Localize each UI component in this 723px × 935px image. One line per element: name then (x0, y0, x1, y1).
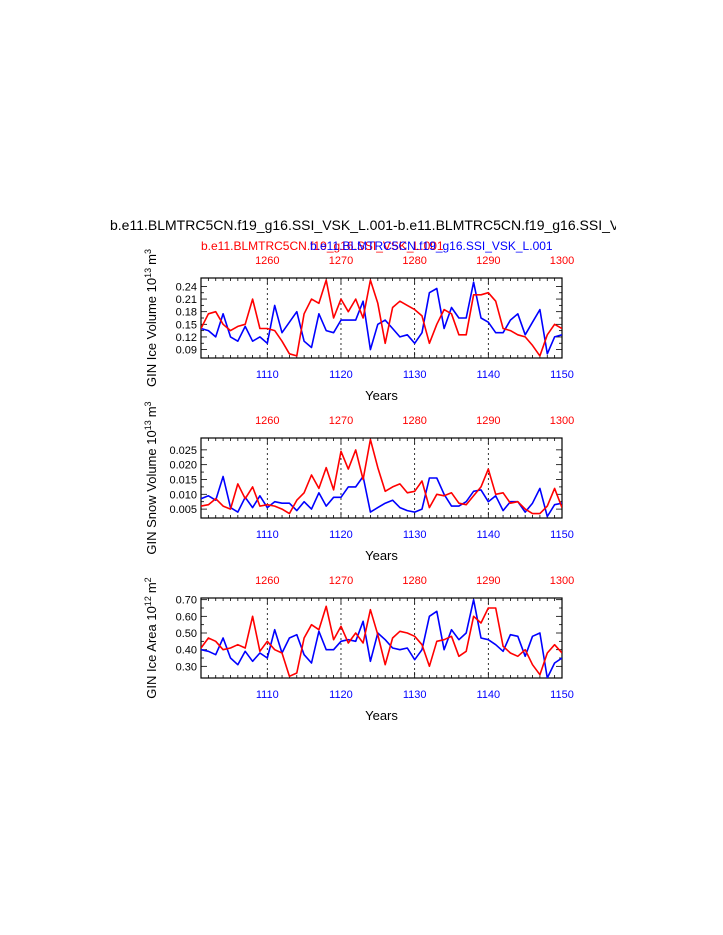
y-tick-label: 0.020 (169, 460, 197, 472)
y-label-unit-exponent: 3 (143, 249, 153, 254)
plot-frame (200, 277, 563, 359)
chart-panel-3: 1110 1120 1130 1140 1150 1260 1270 1280 1290 1300… (143, 575, 574, 723)
x-bottom-tick-label: 1150 (550, 369, 574, 381)
y-tick-label: 0.21 (176, 294, 197, 306)
y-label-unit-exponent: 2 (143, 577, 153, 582)
x-top-tick-label: 1280 (402, 255, 426, 267)
y-label-unit: m (144, 254, 159, 265)
y-label-exponent: 13 (143, 268, 153, 278)
y-tick-label: 0.015 (169, 474, 197, 486)
series-line-blue (201, 281, 562, 355)
x-top-tick-label: 1300 (550, 255, 574, 267)
series-line-blue (201, 475, 562, 518)
x-top-tick-label: 1270 (329, 255, 353, 267)
y-tick-label: 0.24 (176, 281, 197, 293)
plot-frame (200, 437, 563, 519)
x-top-tick-label: 1280 (402, 415, 426, 427)
x-top-tick-label: 1270 (329, 415, 353, 427)
y-tick-label: 0.025 (169, 445, 197, 457)
y-tick-label: 0.30 (176, 661, 197, 673)
x-top-tick-label: 1260 (255, 575, 279, 587)
y-axis-label: GIN Ice Volume 1013 m3 (143, 249, 159, 387)
x-bottom-tick-label: 1120 (329, 529, 353, 541)
y-tick-label: 0.50 (176, 628, 197, 640)
x-top-tick-label: 1300 (550, 575, 574, 587)
y-tick-label: 0.09 (176, 345, 197, 357)
x-axis-label: Years (365, 548, 398, 563)
chart-panel-1: 1110 1120 1130 1140 1150 1260 1270 1280 1290 1300… (143, 249, 574, 403)
x-bottom-tick-label: 1120 (329, 689, 353, 701)
series-line-blue (201, 598, 562, 678)
y-label-text: GIN Ice Volume 10 (144, 278, 159, 387)
x-axis-label: Years (365, 388, 398, 403)
legend-blue-label: b.e11.BLMTRC5CN.f19_g16.SSI_VSK_L.001 (310, 239, 553, 253)
y-label-text: GIN Snow Volume 10 (144, 430, 159, 554)
x-bottom-tick-label: 1120 (329, 369, 353, 381)
y-tick-label: 0.60 (176, 611, 197, 623)
series-line-red (201, 605, 562, 678)
y-tick-label: 0.010 (169, 489, 197, 501)
series-line-red (201, 279, 562, 357)
x-top-tick-label: 1290 (476, 415, 500, 427)
x-bottom-tick-label: 1110 (256, 529, 279, 541)
y-label-exponent: 13 (143, 420, 153, 430)
x-bottom-tick-label: 1110 (256, 369, 279, 381)
x-bottom-tick-label: 1150 (550, 529, 574, 541)
y-label-unit: m (144, 406, 159, 417)
y-label-unit: m (144, 582, 159, 593)
x-bottom-tick-label: 1130 (403, 689, 427, 701)
chart-panel-2: 1110 1120 1130 1140 1150 1260 1270 1280 1290 1300… (143, 401, 574, 563)
plot-frame (200, 597, 563, 679)
x-bottom-tick-label: 1150 (550, 689, 574, 701)
x-bottom-tick-label: 1130 (403, 529, 427, 541)
series-line-red (201, 438, 562, 515)
x-bottom-tick-label: 1110 (256, 689, 279, 701)
y-tick-label: 0.18 (176, 307, 197, 319)
y-label-text: GIN Ice Area 10 (144, 606, 159, 699)
x-top-tick-label: 1270 (329, 575, 353, 587)
y-axis-label: GIN Snow Volume 1013 m3 (143, 401, 159, 554)
x-top-tick-label: 1260 (255, 415, 279, 427)
y-tick-label: 0.15 (176, 319, 197, 331)
x-top-tick-label: 1290 (476, 255, 500, 267)
x-top-tick-label: 1280 (402, 575, 426, 587)
y-tick-label: 0.12 (176, 332, 197, 344)
x-axis-label: Years (365, 708, 398, 723)
y-tick-label: 0.40 (176, 645, 197, 657)
panels: 1110 1120 1130 1140 1150 1260 1270 1280 1290 1300… (143, 249, 574, 723)
x-top-tick-label: 1290 (476, 575, 500, 587)
y-label-exponent: 12 (143, 596, 153, 606)
figure-title: b.e11.BLMTRC5CN.f19_g16.SSI_VSK_L.001-b.… (110, 217, 681, 233)
x-bottom-tick-label: 1140 (476, 529, 500, 541)
x-top-tick-label: 1260 (255, 255, 279, 267)
x-bottom-tick-label: 1130 (403, 369, 427, 381)
y-axis-label: GIN Ice Area 1012 m2 (143, 577, 159, 698)
x-top-tick-label: 1300 (550, 415, 574, 427)
y-tick-label: 0.70 (176, 595, 197, 607)
y-tick-label: 0.005 (169, 504, 197, 516)
legend-red-label: b.e11.BLMTRC5CN.f19_g16.SSI_VSK_L.001 (201, 239, 444, 253)
x-bottom-tick-label: 1140 (476, 369, 500, 381)
x-bottom-tick-label: 1140 (476, 689, 500, 701)
y-label-unit-exponent: 3 (143, 401, 153, 406)
